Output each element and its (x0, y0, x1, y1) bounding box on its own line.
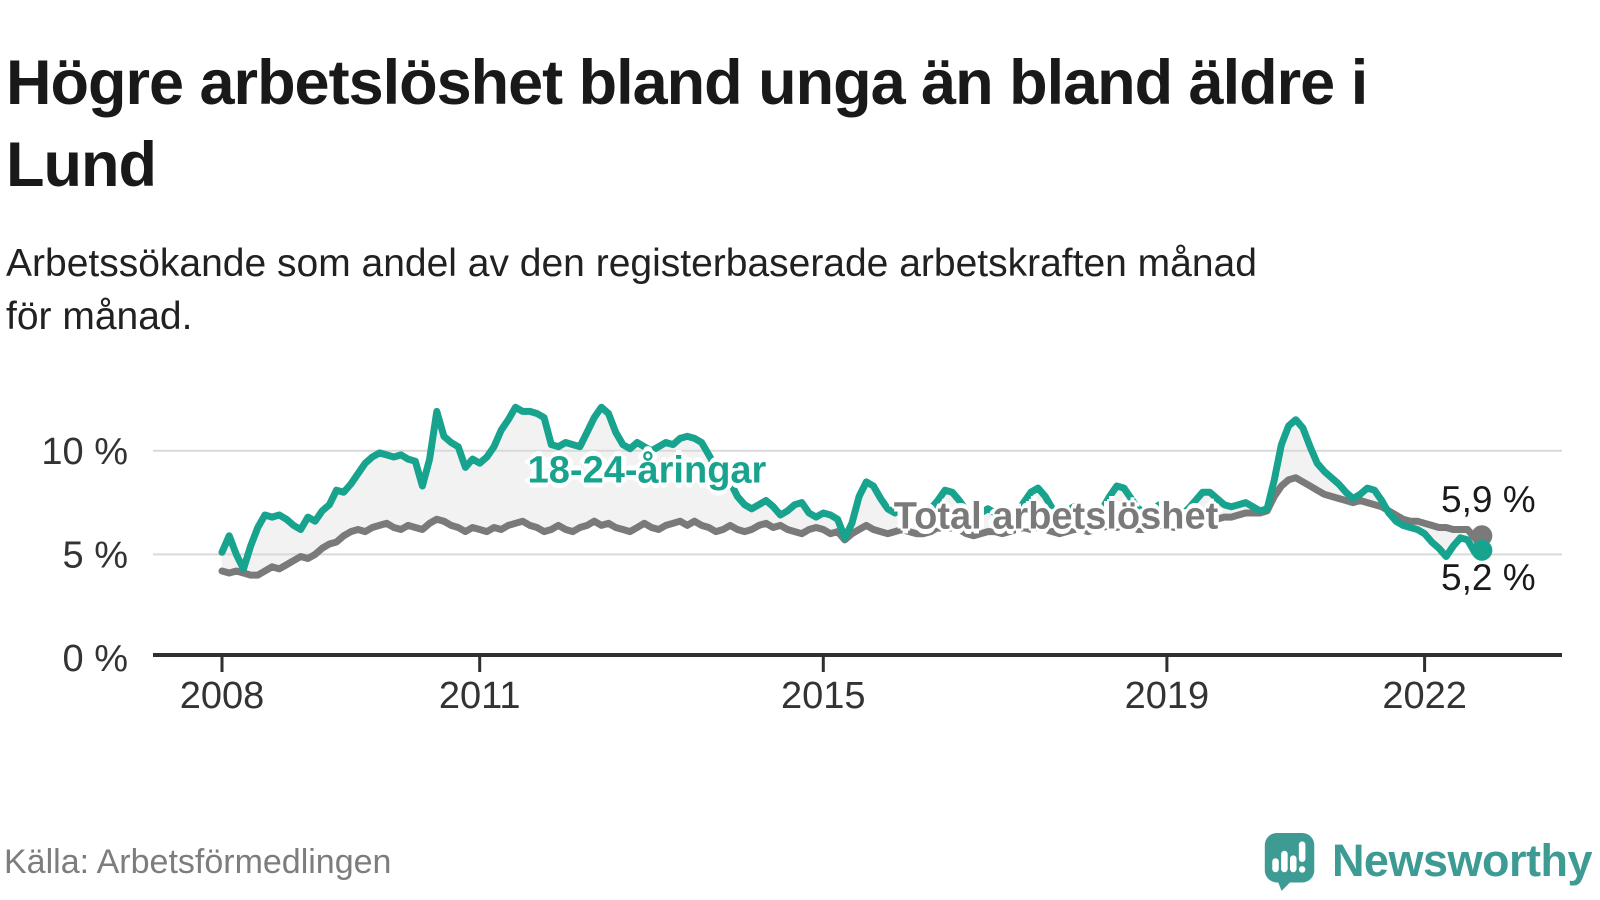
page-subtitle: Arbetssökande som andel av den registerb… (6, 237, 1546, 343)
x-tick-label: 2011 (439, 675, 521, 717)
y-tick-label: 10 % (41, 431, 128, 473)
end-value-youth: 5,2 % (1441, 557, 1536, 598)
x-tick-label: 2008 (180, 675, 265, 717)
end-value-total: 5,9 % (1441, 479, 1536, 520)
series-line-youth (218, 403, 1486, 573)
x-tick-label: 2019 (1125, 675, 1210, 717)
newsworthy-branding: Newsworthy (1262, 830, 1593, 892)
series-band (222, 407, 1482, 576)
newsworthy-wordmark: Newsworthy (1331, 835, 1593, 886)
subtitle-line-1: Arbetssökande som andel av den registerb… (6, 242, 1257, 285)
series-end-dot-youth (1471, 539, 1493, 561)
x-tick-label: 2022 (1382, 675, 1467, 717)
page-title: Högre arbetslöshet bland unga än bland ä… (6, 48, 1368, 201)
series-end-dot-total (1471, 525, 1493, 547)
series-label-youth: 18-24-åringar (527, 449, 767, 492)
x-tick-label: 2015 (781, 675, 866, 717)
y-tick-label: 5 % (63, 534, 128, 576)
subtitle-line-2: för månad. (6, 295, 193, 338)
y-tick-label: 0 % (63, 638, 128, 680)
series-label-total: Total arbetslöshet (893, 495, 1219, 538)
speech-bubble-bar-chart-icon (1264, 833, 1315, 891)
source-attribution: Källa: Arbetsförmedlingen (4, 843, 392, 881)
